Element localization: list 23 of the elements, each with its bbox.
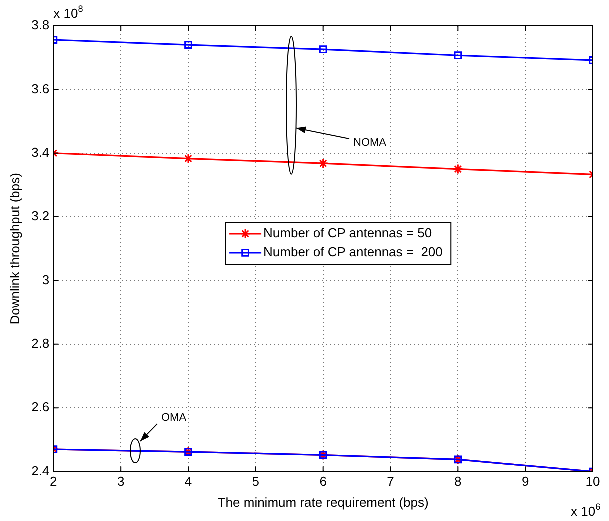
y-tick-label: 3.4 [32,144,50,160]
y-tick-label: 2.6 [32,400,50,415]
y-tick-label: 3 [42,272,50,288]
x-tick-label: 6 [320,474,327,490]
x-tick-label: 7 [387,474,394,490]
x-tick-label: 9 [522,474,530,490]
x-axis-title: The minimum rate requirement (bps) [218,494,429,510]
annotation: NOMA [354,137,388,150]
x-tick-label: 5 [252,474,260,490]
y-tick-label: 3.6 [32,81,50,96]
annotation: OMA [161,412,188,424]
y-tick-label: 3.8 [32,18,50,33]
y-axis-title: Downlink throughput (bps) [7,173,22,325]
x-tick-label: 8 [454,474,462,490]
x-tick-label: 10 [586,474,600,490]
x-tick-label: 4 [184,474,192,490]
legend-label: Number of CP antennas = 200 [264,244,443,260]
legend-label: Number of CP antennas = 50 [264,225,432,240]
x-tick-label: 2 [50,474,58,490]
y-tick-label: 2.4 [32,463,50,478]
y-tick-label: 2.8 [32,336,50,352]
x-tick-label: 3 [117,474,125,490]
y-tick-label: 3.2 [32,208,50,224]
